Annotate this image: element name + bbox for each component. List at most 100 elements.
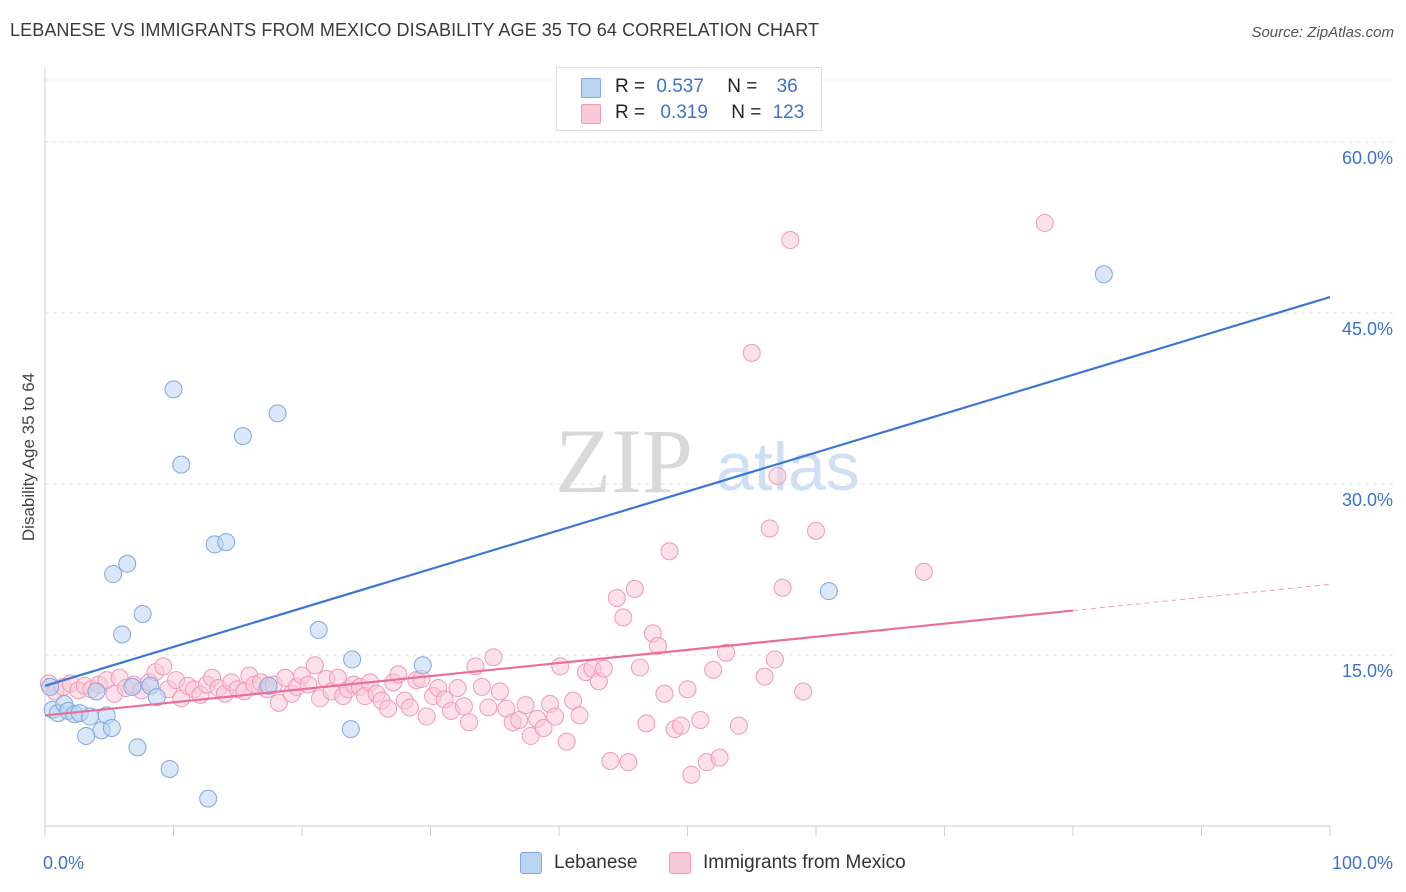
- point-mexico: [914, 562, 933, 581]
- bottom-legend-swatch-mexico: [669, 852, 691, 874]
- y-tick-label: 15.0%: [1342, 661, 1393, 681]
- point-mexico: [400, 698, 419, 717]
- point-mexico: [704, 660, 723, 679]
- point-mexico: [460, 713, 479, 732]
- point-mexico: [768, 467, 787, 486]
- point-lebanese: [819, 582, 838, 601]
- source-label: Source: ZipAtlas.com: [1251, 24, 1394, 41]
- legend: R = 0.537 N = 36 R = 0.319 N = 123: [556, 67, 822, 131]
- legend-r-label: R =: [615, 102, 646, 123]
- legend-r-value-lebanese: 0.537: [656, 76, 704, 97]
- point-mexico: [781, 231, 800, 250]
- point-mexico: [479, 698, 498, 717]
- y-axis-label: Disability Age 35 to 64: [19, 373, 38, 541]
- legend-swatch-lebanese: [581, 78, 601, 98]
- point-mexico: [794, 682, 813, 701]
- point-mexico: [807, 521, 825, 540]
- point-lebanese: [413, 656, 432, 675]
- point-lebanese: [164, 380, 183, 399]
- point-mexico: [648, 636, 667, 655]
- point-lebanese: [233, 427, 252, 446]
- point-mexico: [417, 707, 436, 726]
- point-mexico: [760, 519, 779, 538]
- legend-n-value-lebanese: 36: [776, 76, 798, 97]
- point-mexico: [1035, 213, 1054, 232]
- point-mexico: [594, 659, 613, 678]
- point-lebanese: [341, 720, 360, 739]
- bottom-legend-label-mexico: Immigrants from Mexico: [703, 852, 906, 873]
- point-mexico: [660, 542, 679, 561]
- watermark-zip: ZIP: [555, 410, 693, 512]
- point-mexico: [682, 765, 701, 784]
- trendline-mexico: [44, 609, 1074, 717]
- point-lebanese: [217, 533, 236, 552]
- point-lebanese: [268, 404, 287, 423]
- bottom-legend-swatch-lebanese: [520, 852, 542, 874]
- x-tick-label: 0.0%: [43, 853, 84, 873]
- legend-n-label: N =: [727, 76, 758, 97]
- legend-r-label: R =: [615, 76, 646, 97]
- point-lebanese: [104, 565, 123, 584]
- point-mexico: [564, 691, 583, 710]
- point-lebanese: [1094, 265, 1113, 284]
- point-mexico: [717, 643, 736, 662]
- point-mexico: [601, 752, 620, 771]
- point-lebanese: [172, 455, 191, 474]
- trendline-mexico-extension: [1072, 583, 1331, 612]
- point-mexico: [490, 682, 509, 701]
- point-lebanese: [123, 677, 142, 696]
- point-lebanese: [199, 789, 218, 808]
- point-mexico: [472, 677, 491, 696]
- bottom-legend-label-lebanese: Lebanese: [554, 852, 638, 873]
- point-lebanese: [87, 682, 106, 701]
- axes-layer: [44, 68, 1331, 836]
- legend-n-label: N =: [731, 102, 762, 123]
- chart-title: LEBANESE VS IMMIGRANTS FROM MEXICO DISAB…: [10, 20, 820, 40]
- legend-r-value-mexico: 0.319: [660, 102, 708, 123]
- point-mexico: [672, 716, 691, 735]
- point-mexico: [614, 608, 633, 627]
- point-lebanese: [343, 650, 362, 669]
- point-lebanese: [133, 604, 152, 623]
- point-lebanese: [147, 688, 166, 707]
- point-mexico: [546, 707, 565, 726]
- x-tick-label: 100.0%: [1332, 853, 1393, 873]
- grid-layer: [45, 79, 1395, 656]
- point-mexico: [742, 343, 761, 362]
- point-lebanese: [113, 625, 132, 644]
- point-mexico: [710, 748, 729, 767]
- point-lebanese: [102, 718, 121, 737]
- point-mexico: [379, 699, 398, 718]
- point-mexico: [521, 726, 540, 745]
- trendline-lebanese: [44, 295, 1331, 687]
- point-lebanese: [41, 677, 60, 696]
- y-tick-label: 45.0%: [1342, 319, 1393, 339]
- legend-swatch-mexico: [581, 104, 601, 124]
- point-mexico: [154, 657, 173, 676]
- point-mexico: [637, 714, 656, 733]
- point-mexico: [630, 658, 649, 677]
- point-mexico: [729, 716, 748, 735]
- point-mexico: [557, 732, 576, 751]
- point-mexico: [570, 706, 589, 725]
- point-lebanese: [77, 726, 96, 745]
- point-lebanese: [160, 760, 179, 778]
- point-mexico: [454, 697, 473, 716]
- y-tick-label: 30.0%: [1342, 490, 1393, 510]
- point-mexico: [773, 578, 792, 597]
- point-mexico: [607, 589, 626, 607]
- point-lebanese: [128, 738, 147, 757]
- point-mexico: [510, 710, 529, 729]
- point-lebanese: [118, 554, 137, 573]
- point-mexico: [299, 675, 318, 694]
- point-mexico: [484, 648, 503, 667]
- point-lebanese: [309, 620, 328, 639]
- watermark-atlas: atlas: [716, 429, 860, 505]
- trend-layer: [44, 295, 1331, 717]
- point-mexico: [269, 693, 288, 712]
- point-mexico: [305, 656, 324, 675]
- point-mexico: [534, 718, 553, 737]
- point-mexico: [625, 579, 644, 598]
- y-tick-label: 60.0%: [1342, 148, 1393, 168]
